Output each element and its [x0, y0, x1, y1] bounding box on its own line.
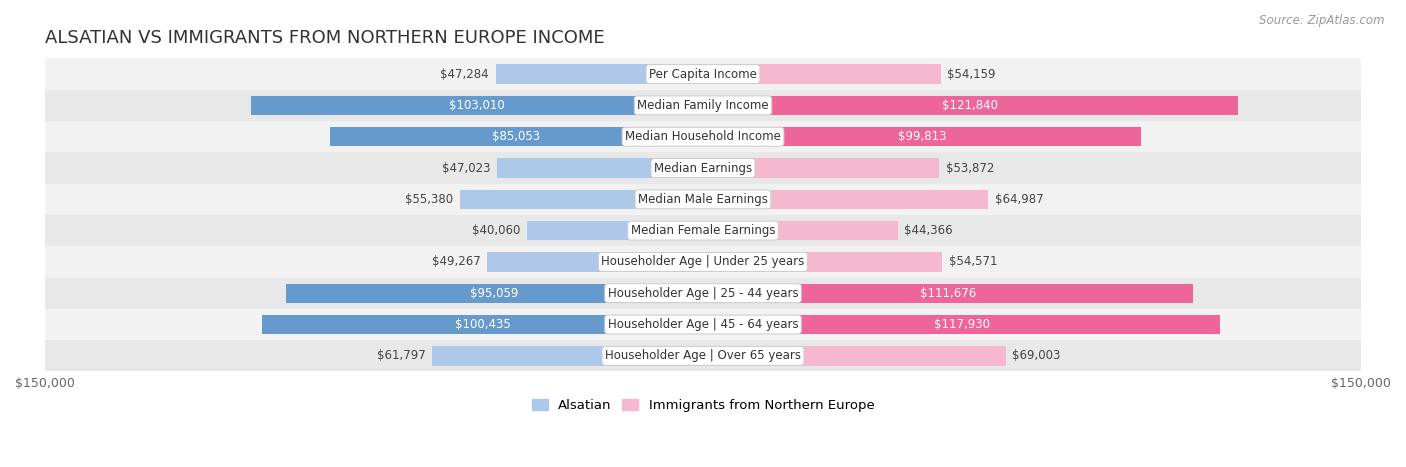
- Text: $44,366: $44,366: [904, 224, 953, 237]
- Bar: [703, 221, 897, 241]
- Bar: [460, 190, 703, 209]
- Bar: [45, 184, 1361, 215]
- Text: $49,267: $49,267: [432, 255, 481, 269]
- Text: $54,571: $54,571: [949, 255, 997, 269]
- Bar: [45, 340, 1361, 371]
- Bar: [45, 152, 1361, 184]
- Text: Median Female Earnings: Median Female Earnings: [631, 224, 775, 237]
- Text: $121,840: $121,840: [942, 99, 998, 112]
- Bar: [703, 190, 988, 209]
- Bar: [496, 158, 703, 178]
- Bar: [527, 221, 703, 241]
- Text: Householder Age | Over 65 years: Householder Age | Over 65 years: [605, 349, 801, 362]
- Bar: [703, 96, 1237, 115]
- Text: $95,059: $95,059: [470, 287, 519, 300]
- Bar: [703, 158, 939, 178]
- Bar: [45, 58, 1361, 90]
- Bar: [45, 90, 1361, 121]
- Text: Per Capita Income: Per Capita Income: [650, 68, 756, 81]
- Text: $85,053: $85,053: [492, 130, 540, 143]
- Text: Householder Age | Under 25 years: Householder Age | Under 25 years: [602, 255, 804, 269]
- Text: $47,023: $47,023: [441, 162, 491, 175]
- Text: Median Family Income: Median Family Income: [637, 99, 769, 112]
- Bar: [263, 315, 703, 334]
- Bar: [703, 346, 1005, 366]
- Bar: [45, 246, 1361, 277]
- Text: $64,987: $64,987: [994, 193, 1043, 206]
- Bar: [703, 283, 1192, 303]
- Bar: [703, 64, 941, 84]
- Text: $100,435: $100,435: [454, 318, 510, 331]
- Bar: [45, 309, 1361, 340]
- Text: $53,872: $53,872: [946, 162, 994, 175]
- Text: Median Male Earnings: Median Male Earnings: [638, 193, 768, 206]
- Bar: [45, 121, 1361, 152]
- Bar: [703, 252, 942, 272]
- Bar: [703, 315, 1220, 334]
- Bar: [330, 127, 703, 147]
- Bar: [486, 252, 703, 272]
- Text: Median Earnings: Median Earnings: [654, 162, 752, 175]
- Bar: [285, 283, 703, 303]
- Text: Median Household Income: Median Household Income: [626, 130, 780, 143]
- Text: $69,003: $69,003: [1012, 349, 1060, 362]
- Text: $40,060: $40,060: [472, 224, 520, 237]
- Text: Householder Age | 25 - 44 years: Householder Age | 25 - 44 years: [607, 287, 799, 300]
- Bar: [252, 96, 703, 115]
- Bar: [45, 277, 1361, 309]
- Bar: [703, 127, 1140, 147]
- Text: $55,380: $55,380: [405, 193, 454, 206]
- Text: $117,930: $117,930: [934, 318, 990, 331]
- Bar: [45, 215, 1361, 246]
- Text: $61,797: $61,797: [377, 349, 425, 362]
- Text: $99,813: $99,813: [897, 130, 946, 143]
- Bar: [432, 346, 703, 366]
- Legend: Alsatian, Immigrants from Northern Europe: Alsatian, Immigrants from Northern Europ…: [526, 393, 880, 417]
- Text: $54,159: $54,159: [948, 68, 995, 81]
- Text: $47,284: $47,284: [440, 68, 489, 81]
- Text: ALSATIAN VS IMMIGRANTS FROM NORTHERN EUROPE INCOME: ALSATIAN VS IMMIGRANTS FROM NORTHERN EUR…: [45, 29, 605, 47]
- Text: $111,676: $111,676: [920, 287, 976, 300]
- Text: Source: ZipAtlas.com: Source: ZipAtlas.com: [1260, 14, 1385, 27]
- Bar: [495, 64, 703, 84]
- Text: $103,010: $103,010: [449, 99, 505, 112]
- Text: Householder Age | 45 - 64 years: Householder Age | 45 - 64 years: [607, 318, 799, 331]
